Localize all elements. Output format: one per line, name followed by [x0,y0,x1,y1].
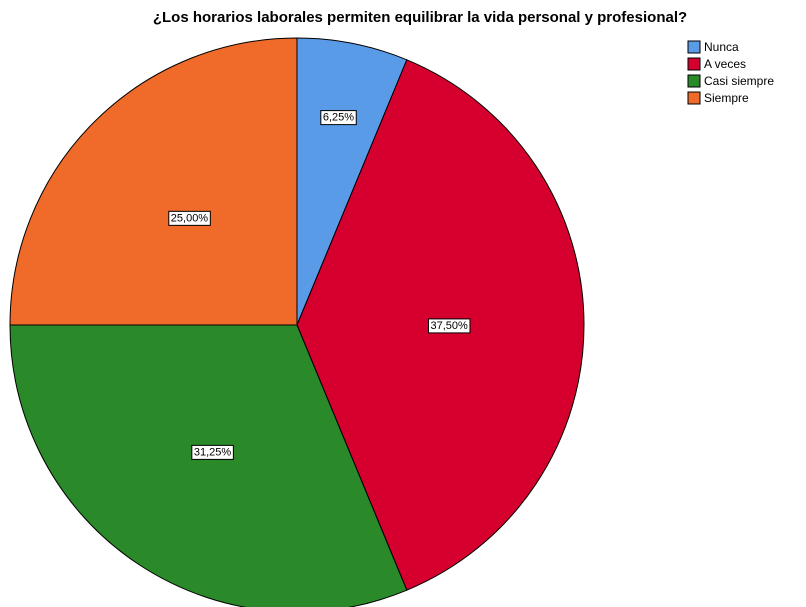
legend-label: Casi siempre [704,74,774,88]
legend-swatch [687,57,701,71]
pie-slice [9,324,408,607]
data-label-text: 25,00% [171,212,209,224]
data-label: 25,00% [168,210,211,226]
data-label: 6,25% [320,110,357,126]
legend-label: Nunca [704,40,739,54]
data-label-box [427,318,471,334]
legend-label: Siempre [704,91,749,105]
data-label-box [168,210,211,226]
legend-swatch [687,74,701,88]
data-label-box [320,110,357,126]
data-label-text: 31,25% [194,446,232,458]
data-label-text: 37,50% [430,320,468,332]
data-label: 37,50% [427,318,471,334]
data-label-box [191,444,234,460]
data-label: 31,25% [191,444,234,460]
pie-slice [9,37,298,326]
chart-title: ¿Los horarios laborales permiten equilib… [153,9,687,26]
data-label-text: 6,25% [323,112,354,124]
legend-label: A veces [704,57,746,71]
legend-swatch [687,91,701,105]
legend-swatch [687,40,701,54]
